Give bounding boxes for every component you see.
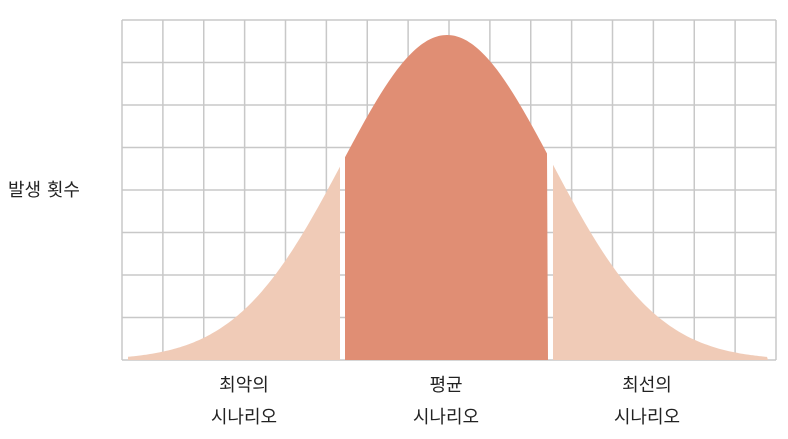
worst-case-region xyxy=(128,166,340,360)
category-worst-case-line1: 최악의 xyxy=(219,375,269,396)
category-average-line2: 시나리오 xyxy=(412,407,480,428)
category-best-case: 최선의 시나리오 xyxy=(577,370,717,434)
category-best-case-line1: 최선의 xyxy=(622,375,672,396)
y-axis-label: 발생 횟수 xyxy=(8,180,80,201)
category-average-line1: 평균 xyxy=(429,375,463,396)
best-case-region xyxy=(553,164,768,360)
category-best-case-line2: 시나리오 xyxy=(613,407,681,428)
category-worst-case: 최악의 시나리오 xyxy=(174,370,314,434)
average-region xyxy=(345,35,548,360)
category-worst-case-line2: 시나리오 xyxy=(210,407,278,428)
category-average: 평균 시나리오 xyxy=(376,370,516,434)
